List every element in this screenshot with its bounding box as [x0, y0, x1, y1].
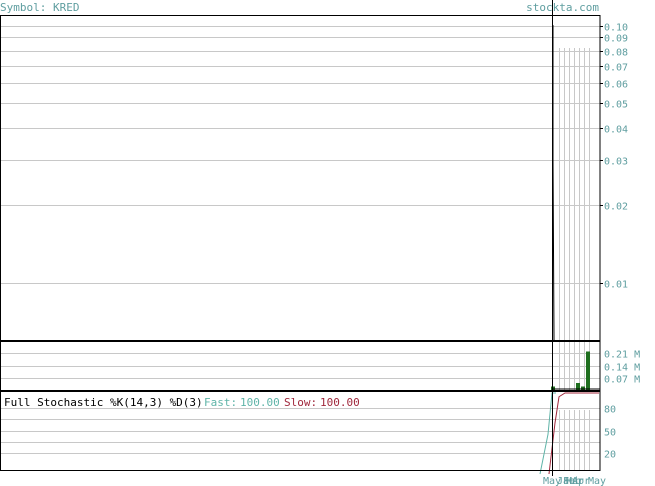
slow-label: Slow: — [284, 396, 317, 409]
site-label[interactable]: stockta.com — [526, 1, 599, 14]
stochastic-tick-label: 20 — [604, 450, 616, 461]
stochastic-title: Full Stochastic %K(14,3) %D(3) — [4, 396, 203, 409]
price-tick-label: 0.07 — [604, 63, 628, 74]
volume-tick-label: 0.14 M — [604, 363, 640, 374]
price-frame — [0, 15, 601, 341]
volume-bar — [586, 351, 590, 390]
symbol-label: Symbol: KRED — [0, 1, 79, 14]
x-axis-tick-label: Apr — [572, 476, 590, 486]
x-axis-tick-label: May — [543, 476, 561, 486]
x-axis-tick-label: Jan — [557, 476, 575, 486]
stochastic-tick-label: 50 — [604, 428, 616, 439]
stochastic-panel: Full Stochastic %K(14,3) %D(3) Fast: 100… — [0, 391, 616, 476]
price-tick-label: 0.06 — [604, 80, 628, 91]
price-tick-label: 0.10 — [604, 23, 628, 34]
volume-panel: 0.21 M 0.14 M0.07 M — [0, 341, 640, 391]
fast-k-line — [539, 392, 556, 475]
x-axis-tick-label: May — [588, 476, 606, 486]
price-tick-label: 0.01 — [604, 280, 628, 291]
stochastic-frame — [0, 391, 601, 471]
volume-tick-label: 0.21 M — [604, 350, 640, 361]
price-tick-label: 0.03 — [604, 157, 628, 168]
stochastic-tick-label: 80 — [604, 405, 616, 416]
volume-frame — [0, 341, 601, 391]
x-axis-tick-label: Feb — [563, 476, 581, 486]
price-tick-label: 0.04 — [604, 125, 628, 136]
price-tick-label: 0.09 — [604, 34, 628, 45]
volume-tick-label: 0.07 M — [604, 375, 640, 386]
price-panel: 0.100.09 0.08 0.07 0.06 0.05 0.04 0.03 0.02 0.01 — [0, 0, 628, 341]
fast-value: 100.00 — [240, 396, 280, 409]
slow-value: 100.00 — [320, 396, 360, 409]
price-tick-label: 0.05 — [604, 100, 628, 111]
volume-bar — [581, 386, 585, 390]
price-tick-label: 0.08 — [604, 48, 628, 59]
volume-bar — [576, 383, 580, 390]
price-tick-label: 0.02 — [604, 202, 628, 213]
price-series — [552, 25, 555, 341]
x-axis-tick-label: Mar — [566, 476, 584, 486]
fast-label: Fast: — [204, 396, 237, 409]
